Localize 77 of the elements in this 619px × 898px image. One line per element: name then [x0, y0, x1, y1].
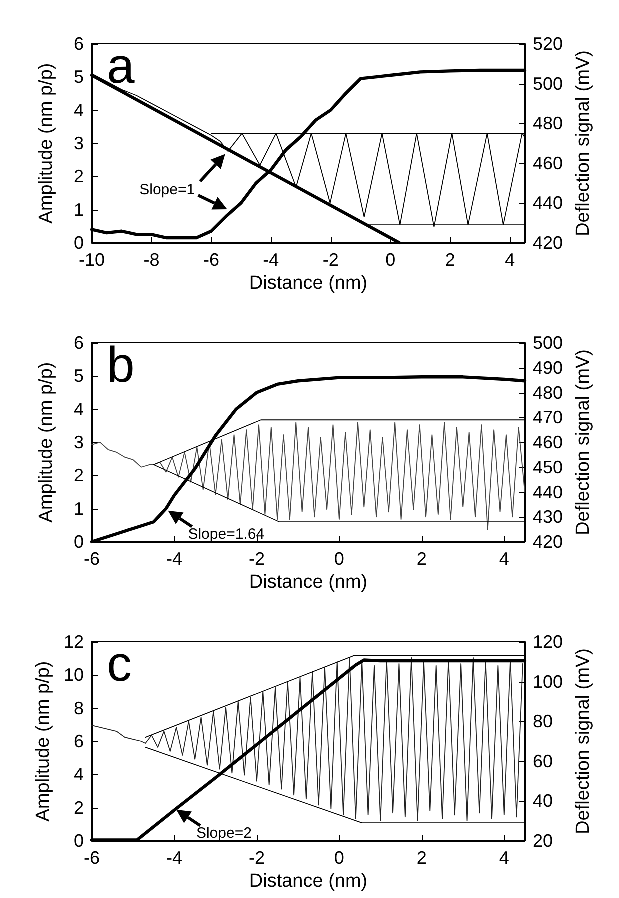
y2-tick-label: 420: [533, 233, 564, 253]
x-axis-title: Distance (nm): [249, 870, 368, 892]
x-tick-label: -2: [248, 848, 265, 868]
y2-tick-label: 20: [533, 831, 554, 851]
y-tick-label: 12: [64, 632, 84, 652]
y2-tick-label: 460: [533, 432, 564, 452]
chart-title: b: [107, 337, 135, 393]
y-tick-label: 3: [74, 134, 84, 154]
y2-tick-label: 460: [533, 153, 564, 174]
y2-tick-label: 520: [533, 34, 564, 54]
y-tick-label: 4: [74, 100, 84, 120]
x-tick-label: -4: [166, 549, 182, 569]
x-tick-label: -6: [203, 250, 220, 270]
y-tick-label: 6: [74, 333, 84, 353]
y-tick-label: 8: [74, 698, 84, 718]
y2-tick-label: 430: [533, 507, 564, 528]
y-tick-label: 3: [74, 432, 84, 452]
y2-axis-title: Deflection signal (mV): [572, 350, 594, 536]
annotation: Slope=2: [196, 824, 252, 842]
chart-title: a: [107, 38, 135, 94]
x-tick-label: -2: [322, 250, 339, 270]
y-axis-title: Amplitude (nm p/p): [36, 362, 57, 523]
x-tick-label: 2: [416, 549, 427, 569]
x-tick-label: 2: [416, 848, 427, 868]
y-tick-label: 1: [74, 200, 84, 220]
chart-title: c: [107, 636, 132, 692]
y-tick-label: 5: [74, 67, 84, 88]
y-tick-label: 6: [74, 732, 84, 752]
y2-tick-label: 120: [533, 632, 564, 652]
x-tick-label: 0: [386, 250, 396, 270]
y2-tick-label: 470: [533, 408, 564, 428]
annotation: Slope=1: [140, 181, 196, 198]
y2-tick-label: 450: [533, 457, 564, 478]
y-tick-label: 0: [74, 831, 84, 851]
y-tick-label: 4: [74, 399, 84, 420]
y-tick-label: 0: [74, 233, 84, 253]
x-tick-label: 4: [505, 250, 516, 270]
y-tick-label: 5: [74, 366, 84, 386]
y-tick-label: 2: [74, 798, 84, 818]
y2-axis-title: Deflection signal (mV): [572, 648, 594, 834]
x-tick-label: -8: [144, 250, 160, 270]
y2-tick-label: 60: [533, 751, 554, 772]
x-tick-label: -4: [166, 848, 182, 868]
x-tick-label: 2: [445, 250, 456, 270]
y-tick-label: 1: [74, 498, 84, 519]
y2-axis-title: Deflection signal (mV): [572, 50, 594, 236]
y2-tick-label: 100: [533, 672, 564, 692]
y-axis-title: Amplitude (nm p/p): [33, 661, 54, 822]
y2-tick-label: 480: [533, 382, 564, 403]
y2-tick-label: 80: [533, 712, 554, 732]
x-axis-title: Distance (nm): [249, 572, 368, 593]
y2-tick-label: 40: [533, 791, 554, 812]
x-axis-title: Distance (nm): [249, 272, 368, 294]
x-tick-label: -10: [78, 250, 106, 270]
y-axis-title: Amplitude (nm p/p): [36, 63, 57, 224]
x-tick-label: -2: [248, 549, 265, 569]
x-tick-label: -4: [263, 250, 280, 270]
x-tick-label: 4: [499, 549, 510, 569]
y-tick-label: 2: [74, 166, 84, 187]
y2-tick-label: 490: [533, 358, 564, 378]
y-tick-label: 4: [74, 764, 84, 785]
y2-tick-label: 440: [533, 193, 564, 214]
y-tick-label: 2: [74, 466, 84, 486]
x-tick-label: 0: [334, 549, 344, 569]
y2-tick-label: 440: [533, 482, 564, 502]
x-tick-label: -6: [84, 549, 100, 569]
x-tick-label: -6: [84, 848, 100, 868]
x-tick-label: 0: [334, 848, 344, 868]
y2-tick-label: 420: [533, 532, 564, 552]
y-tick-label: 0: [74, 532, 84, 552]
y-tick-label: 10: [64, 665, 84, 686]
x-tick-label: 4: [499, 848, 510, 868]
y2-tick-label: 500: [533, 74, 564, 94]
y2-tick-label: 500: [533, 333, 564, 353]
y-tick-label: 6: [74, 34, 84, 54]
annotation: Slope=1.64: [188, 526, 265, 543]
y2-tick-label: 480: [533, 114, 564, 134]
